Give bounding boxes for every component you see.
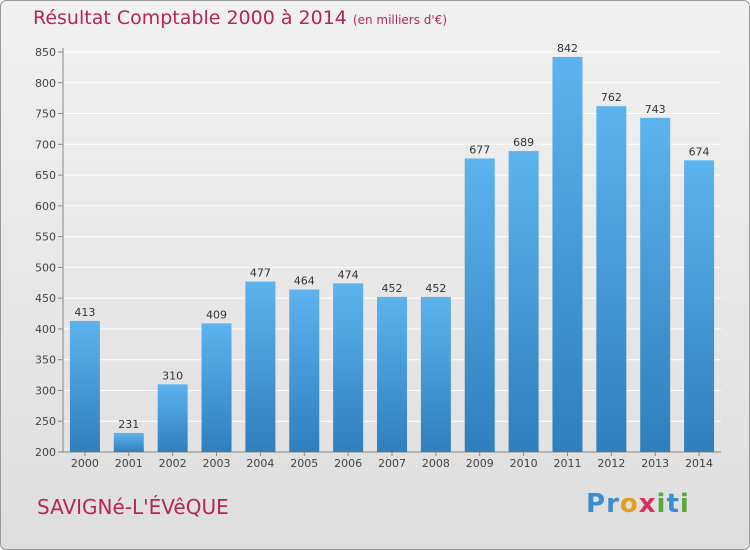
logo-letter: r xyxy=(606,489,620,519)
y-tick-label: 650 xyxy=(35,169,56,182)
chart-subtitle: (en milliers d'€) xyxy=(352,13,448,27)
bar xyxy=(684,160,715,453)
y-tick-label: 400 xyxy=(35,323,56,336)
y-tick-label: 350 xyxy=(35,354,56,367)
x-tick-label: 2013 xyxy=(641,457,669,470)
data-label: 413 xyxy=(74,306,95,319)
data-label: 677 xyxy=(469,143,490,156)
bar xyxy=(157,384,188,452)
bar xyxy=(464,158,495,452)
x-tick-label: 2004 xyxy=(246,457,274,470)
data-label: 231 xyxy=(118,418,139,431)
x-tick-label: 2007 xyxy=(378,457,406,470)
data-label: 689 xyxy=(513,136,534,149)
x-tick-label: 2002 xyxy=(159,457,187,470)
bar xyxy=(640,117,671,452)
x-tick-label: 2014 xyxy=(685,457,713,470)
logo-letter: i xyxy=(679,489,690,519)
y-tick-label: 800 xyxy=(35,77,56,90)
y-tick-label: 500 xyxy=(35,261,56,274)
bar xyxy=(245,281,276,452)
bar xyxy=(508,151,539,453)
x-tick-label: 2005 xyxy=(290,457,318,470)
data-label: 842 xyxy=(557,42,578,55)
chart-title-text: Résultat Comptable 2000 à 2014 xyxy=(33,7,347,29)
logo-letter: x xyxy=(638,489,657,519)
bar xyxy=(201,323,232,452)
y-tick-label: 700 xyxy=(35,138,56,151)
chart-title: Résultat Comptable 2000 à 2014 (en millie… xyxy=(33,7,447,29)
bar xyxy=(113,432,144,452)
logo-letter: P xyxy=(586,489,607,519)
data-label: 674 xyxy=(689,145,710,158)
bar xyxy=(552,56,583,453)
data-label: 452 xyxy=(382,282,403,295)
bar xyxy=(69,320,100,452)
x-tick-label: 2011 xyxy=(553,457,581,470)
data-label: 474 xyxy=(338,268,359,281)
logo-letter: i xyxy=(656,489,667,519)
x-tick-label: 2001 xyxy=(115,457,143,470)
data-label: 762 xyxy=(601,91,622,104)
data-label: 743 xyxy=(645,103,666,116)
data-label: 464 xyxy=(294,275,315,288)
y-tick-label: 200 xyxy=(35,446,56,459)
bar xyxy=(289,289,320,452)
commune-name: SAVIGNé-L'ÉVêQUE xyxy=(37,495,229,519)
x-tick-label: 2012 xyxy=(597,457,625,470)
y-tick-label: 300 xyxy=(35,384,56,397)
x-tick-label: 2008 xyxy=(422,457,450,470)
x-tick-label: 2003 xyxy=(203,457,231,470)
data-label: 477 xyxy=(250,267,271,280)
logo-letter: t xyxy=(666,489,680,519)
bar xyxy=(333,283,364,452)
proxiti-logo: Proxiti xyxy=(586,489,690,519)
y-tick-label: 250 xyxy=(35,415,56,428)
y-tick-label: 600 xyxy=(35,200,56,213)
y-tick-label: 750 xyxy=(35,108,56,121)
x-tick-label: 2010 xyxy=(510,457,538,470)
y-tick-label: 450 xyxy=(35,292,56,305)
bar xyxy=(420,296,451,452)
y-tick-label: 550 xyxy=(35,231,56,244)
data-label: 310 xyxy=(162,369,183,382)
x-tick-label: 2006 xyxy=(334,457,362,470)
bar xyxy=(377,296,407,452)
x-tick-label: 2000 xyxy=(71,457,99,470)
data-label: 452 xyxy=(425,282,446,295)
y-tick-label: 850 xyxy=(35,46,56,59)
bar xyxy=(596,106,627,453)
data-label: 409 xyxy=(206,308,227,321)
x-tick-label: 2009 xyxy=(466,457,494,470)
logo-letter: o xyxy=(619,489,639,519)
